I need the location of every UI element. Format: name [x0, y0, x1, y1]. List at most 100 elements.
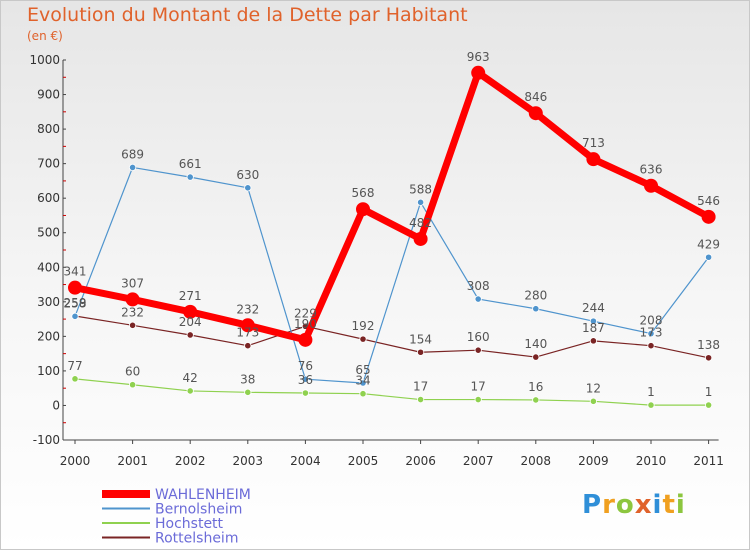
x-tick-label: 2007: [463, 454, 494, 468]
y-tick-label: 300: [37, 295, 60, 309]
point-bernolsheim: [589, 317, 598, 325]
point-rottelsheim: [244, 342, 252, 350]
data-label-hochstett: 1: [647, 385, 655, 399]
chart-title: Evolution du Montant de la Dette par Hab…: [27, 4, 468, 26]
point-bernolsheim: [301, 375, 309, 383]
data-label-bernolsheim: 689: [121, 147, 144, 161]
point-rottelsheim: [704, 354, 713, 362]
point-rottelsheim: [474, 346, 482, 354]
data-label-hochstett: 12: [586, 381, 601, 395]
point-bernolsheim: [359, 379, 367, 387]
point-rottelsheim: [359, 335, 367, 343]
data-label-rottelsheim: 259: [64, 296, 87, 310]
legend-label-wahlenheim: WAHLENHEIM: [155, 487, 251, 503]
logo-letter: t: [662, 490, 676, 520]
data-label-bernolsheim: 208: [640, 314, 663, 328]
point-wahlenheim: [644, 178, 658, 193]
data-label-hochstett: 77: [67, 359, 82, 373]
point-hochstett: [186, 387, 194, 395]
y-tick-label: 700: [37, 157, 60, 171]
point-bernolsheim: [129, 163, 137, 172]
point-wahlenheim: [471, 65, 486, 80]
data-label-rottelsheim: 192: [352, 319, 375, 333]
x-tick-label: 2002: [175, 454, 206, 468]
y-tick-label: 0: [52, 398, 60, 412]
data-label-wahlenheim: 190: [294, 317, 317, 331]
point-wahlenheim: [701, 209, 716, 224]
data-label-rottelsheim: 232: [121, 305, 144, 319]
logo-letter: r: [602, 490, 616, 520]
series-line-bernolsheim: [74, 166, 710, 384]
data-label-hochstett: 16: [528, 380, 543, 394]
point-bernolsheim: [704, 253, 713, 261]
point-rottelsheim: [129, 321, 137, 329]
y-tick-label: -100: [33, 433, 60, 447]
legend-label-bernolsheim: Bernolsheim: [155, 502, 242, 518]
x-tick-label: 2011: [693, 454, 724, 468]
y-tick-label: 500: [37, 226, 60, 240]
point-wahlenheim: [413, 231, 428, 246]
data-label-rottelsheim: 229: [294, 306, 317, 320]
point-bernolsheim: [71, 312, 79, 320]
point-hochstett: [359, 390, 367, 398]
x-tick-label: 2004: [290, 454, 321, 468]
series-line-hochstett: [74, 378, 710, 406]
point-hochstett: [474, 395, 482, 404]
logo-letter: x: [634, 490, 653, 520]
data-label-wahlenheim: 568: [352, 186, 375, 200]
point-wahlenheim: [586, 152, 601, 167]
x-tick-label: 2009: [578, 454, 609, 468]
legend-label-hochstett: Hochstett: [155, 516, 224, 532]
point-hochstett: [704, 401, 713, 409]
point-hochstett: [71, 375, 79, 383]
point-rottelsheim: [589, 337, 598, 345]
data-label-bernolsheim: 630: [236, 168, 259, 182]
point-wahlenheim: [68, 280, 82, 295]
data-label-bernolsheim: 76: [298, 359, 313, 373]
data-label-rottelsheim: 160: [467, 330, 490, 344]
data-label-bernolsheim: 308: [467, 279, 490, 293]
point-wahlenheim: [125, 292, 140, 307]
data-label-hochstett: 42: [183, 371, 198, 385]
data-label-hochstett: 60: [125, 365, 140, 379]
series-layer: [68, 65, 716, 409]
x-tick-label: 2000: [60, 454, 91, 468]
data-label-bernolsheim: 244: [582, 301, 605, 315]
series-line-wahlenheim: [71, 69, 713, 344]
data-label-hochstett: 17: [413, 380, 428, 394]
data-label-rottelsheim: 140: [524, 337, 547, 351]
point-hochstett: [589, 397, 598, 405]
logo-letter: i: [652, 490, 663, 520]
data-label-hochstett: 36: [298, 373, 313, 387]
point-hochstett: [244, 388, 252, 396]
point-bernolsheim: [474, 295, 482, 303]
data-label-hochstett: 17: [471, 380, 486, 394]
data-label-wahlenheim: 482: [409, 216, 432, 230]
point-wahlenheim: [356, 202, 370, 217]
y-tick-label: 900: [37, 88, 60, 102]
chart-unit: (en €): [27, 29, 63, 43]
point-bernolsheim: [647, 329, 655, 338]
y-tick-label: 400: [37, 260, 60, 274]
data-label-hochstett: 1: [705, 385, 713, 399]
data-label-wahlenheim: 307: [121, 276, 144, 290]
data-label-hochstett: 34: [355, 374, 370, 388]
data-label-rottelsheim: 154: [409, 332, 432, 346]
point-wahlenheim: [298, 332, 313, 347]
data-label-bernolsheim: 661: [179, 157, 202, 171]
x-tick-label: 2008: [521, 454, 552, 468]
point-hochstett: [129, 381, 137, 389]
point-hochstett: [301, 389, 309, 397]
x-tick-label: 2001: [117, 454, 148, 468]
data-label-bernolsheim: 258: [64, 296, 87, 310]
data-label-rottelsheim: 187: [582, 321, 605, 335]
data-label-wahlenheim: 232: [236, 302, 259, 316]
y-tick-label: 600: [37, 191, 60, 205]
point-bernolsheim: [186, 173, 194, 181]
logo-letter: o: [615, 490, 635, 520]
point-bernolsheim: [532, 305, 540, 313]
x-tick-label: 2003: [233, 454, 264, 468]
